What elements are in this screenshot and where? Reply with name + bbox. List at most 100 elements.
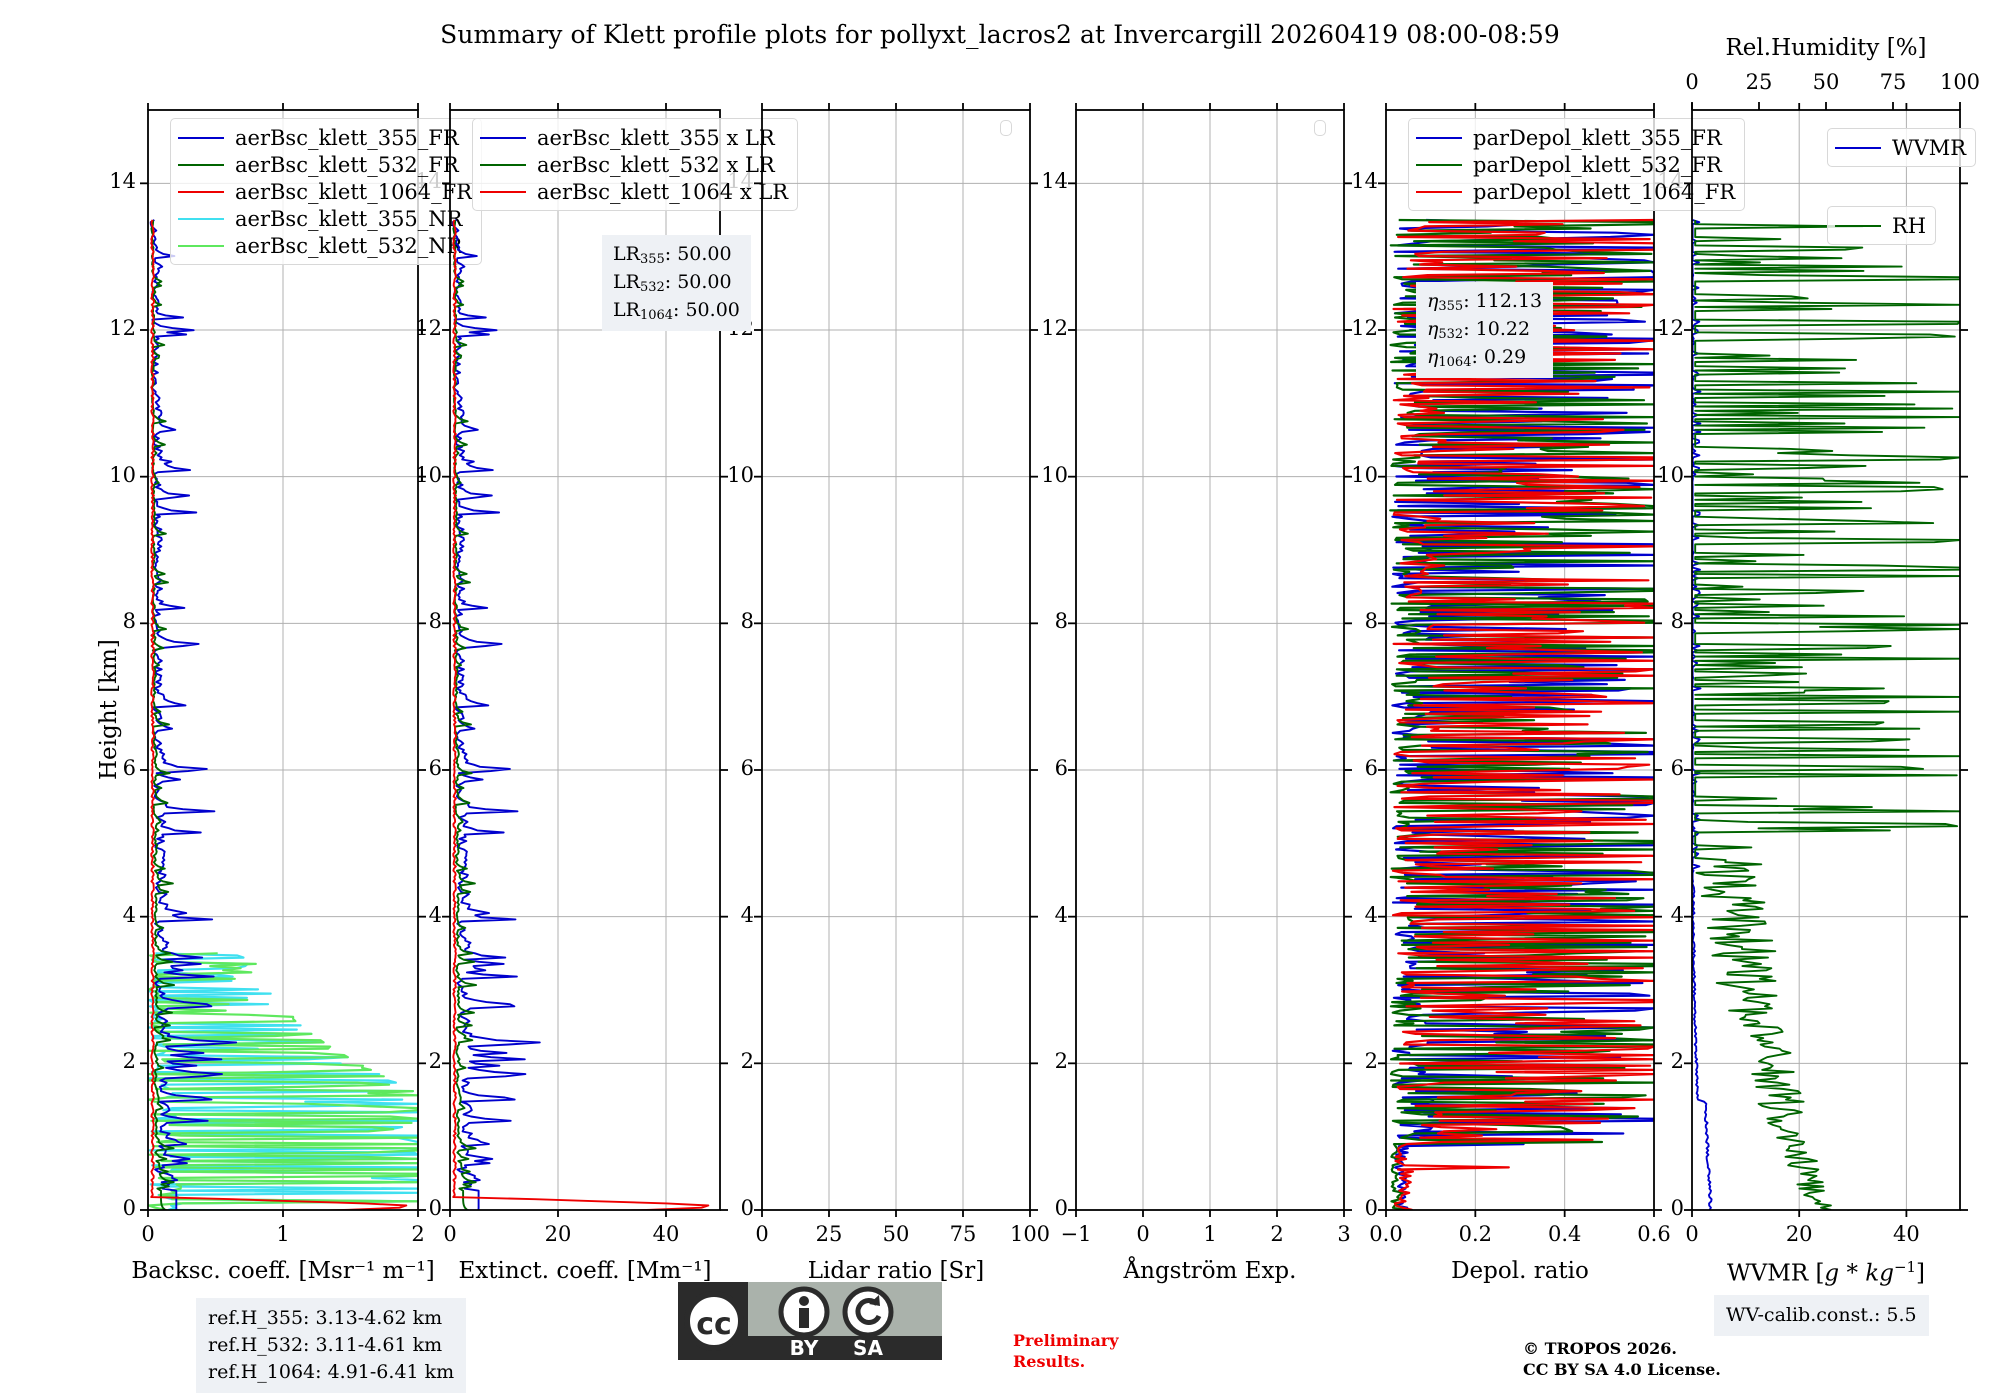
x-tick-label: 20	[1785, 1222, 1813, 1246]
legend-item: aerBsc_klett_355_FR	[178, 124, 472, 151]
x-tick-label: 40	[652, 1222, 680, 1246]
plot-panel-lidar-ratio	[754, 103, 1038, 1217]
legend-item: aerBsc_klett_532_FR	[178, 151, 472, 178]
cc-license-badge[interactable]: cc BY SA	[678, 1282, 942, 1360]
x-tick-label: 0	[141, 1222, 155, 1246]
x-tick-label: 75	[949, 1222, 977, 1246]
legend-item-label: aerBsc_klett_1064 x LR	[537, 179, 789, 204]
y-tick-label: 2	[122, 1049, 136, 1074]
legend-rh[interactable]: RH	[1827, 206, 1937, 245]
data-series-pardepol-klett-1064-fr	[1391, 218, 1654, 1210]
x-axis-label-wvmr-rh: WVMR [g * kg−1]	[1727, 1258, 1925, 1287]
legend-wvmr[interactable]: WVMR	[1827, 128, 1977, 167]
y-tick-label: 2	[428, 1049, 442, 1074]
y-tick-label: 8	[1670, 609, 1684, 634]
x-tick-label: 20	[544, 1222, 572, 1246]
plot-panel-angstrom	[1068, 103, 1352, 1217]
legend-item: WVMR	[1835, 134, 1966, 161]
x-axis-label-lidar-ratio: Lidar ratio [Sr]	[807, 1258, 985, 1284]
legend-item: parDepol_klett_532_FR	[1416, 151, 1735, 178]
cc-sa-label: SA	[853, 1336, 883, 1360]
legend-item-label: aerBsc_klett_355 x LR	[537, 125, 775, 150]
y-tick-label: 6	[1364, 756, 1378, 780]
legend-backscatter[interactable]: aerBsc_klett_355_FR aerBsc_klett_532_FR ae…	[170, 118, 483, 265]
x-axis-label-angstrom: Ångström Exp.	[1123, 1258, 1297, 1284]
legend-item: aerBsc_klett_532 x LR	[480, 151, 788, 178]
data-series-aerbsc-klett-355-fr	[149, 219, 238, 1210]
x-tick-label: 40	[1893, 1222, 1920, 1246]
x-axis-label-depol-ratio: Depol. ratio	[1451, 1258, 1589, 1284]
legend-color-swatch	[480, 190, 526, 193]
info-row: η1064: 0.29	[1427, 345, 1527, 370]
y-tick-label: 12	[1657, 316, 1684, 340]
copyright-line-2: CC BY SA 4.0 License.	[1523, 1359, 1721, 1379]
x-tick-label: −1	[1060, 1222, 1092, 1246]
data-series-aerbsc-klett-1064-fr	[150, 219, 408, 1210]
y-tick-label: 4	[740, 902, 754, 927]
y-tick-label: 4	[122, 902, 136, 927]
cc-badge-svg: cc BY SA	[678, 1282, 942, 1360]
x-tick-label: 0	[443, 1222, 457, 1246]
legend-item: aerBsc_klett_1064 x LR	[480, 178, 788, 205]
y-tick-label: 10	[1657, 462, 1684, 487]
axes-frame	[1385, 109, 1655, 1211]
info-row: LR532: 50.00	[613, 270, 732, 295]
preliminary-line-2: Results.	[1013, 1351, 1086, 1371]
legend-item-label: aerBsc_klett_532_NR	[235, 233, 463, 258]
legend-color-swatch	[1835, 224, 1881, 227]
y-tick-label: 0	[1054, 1196, 1068, 1220]
legend-color-swatch	[480, 136, 526, 139]
legend-item-label: aerBsc_klett_1064_FR	[235, 179, 473, 204]
plot-area-angstrom	[1068, 103, 1352, 1217]
top-x-tick-label: 25	[1745, 70, 1773, 94]
legend-color-swatch	[1416, 136, 1462, 139]
y-tick-label: 6	[122, 756, 136, 780]
info-row: LR355: 50.00	[613, 243, 732, 267]
info-box-depol-ratio: η355: 112.13 η532: 10.22 η1064: 0.29	[1416, 282, 1554, 378]
y-tick-label: 14	[1041, 169, 1068, 194]
legend-item-label: aerBsc_klett_532 x LR	[537, 152, 775, 177]
data-series-aerbsc-klett-355-x-lr	[451, 219, 541, 1210]
legend-item: parDepol_klett_1064_FR	[1416, 178, 1735, 205]
legend-item-label: WVMR	[1892, 135, 1967, 160]
ref-h-532: ref.H_532: 3.11-4.61 km	[208, 1333, 443, 1356]
plot-area-backscatter	[140, 103, 426, 1217]
top-axis-label-rel-humidity: Rel.Humidity [%]	[1725, 35, 1927, 61]
cc-by-label: BY	[790, 1336, 819, 1360]
legend-item-label: parDepol_klett_355_FR	[1473, 125, 1722, 150]
x-tick-label: 100	[1009, 1222, 1051, 1246]
x-tick-label: 1	[276, 1222, 290, 1246]
x-tick-label: 0	[1136, 1222, 1150, 1246]
legend-lidar-ratio[interactable]	[1000, 120, 1012, 136]
top-x-tick-label: 100	[1939, 70, 1981, 94]
y-tick-label: 0	[1670, 1196, 1684, 1220]
wv-calib-box: WV-calib.const.: 5.5	[1714, 1295, 1929, 1336]
top-x-tick-label: 0	[1685, 70, 1699, 94]
legend-angstrom[interactable]	[1314, 120, 1326, 136]
data-series-wvmr	[1692, 219, 1713, 1210]
legend-item-label: aerBsc_klett_532_FR	[235, 152, 459, 177]
legend-color-swatch	[178, 190, 224, 193]
legend-item: aerBsc_klett_355 x LR	[480, 124, 788, 151]
figure-canvas: Summary of Klett profile plots for polly…	[96, 20, 1981, 1393]
y-tick-label: 14	[1351, 169, 1378, 194]
y-tick-label: 2	[1670, 1049, 1684, 1074]
legend-color-swatch	[178, 217, 224, 220]
x-tick-label: 0	[1685, 1222, 1699, 1246]
legend-item-label: RH	[1892, 213, 1927, 238]
y-tick-label: 6	[1054, 756, 1068, 780]
legend-color-swatch	[480, 163, 526, 166]
x-tick-label: 0.2	[1458, 1222, 1493, 1246]
x-tick-label: 2	[1270, 1222, 1284, 1246]
legend-extinction[interactable]: aerBsc_klett_355 x LR aerBsc_klett_532 x …	[472, 118, 799, 211]
x-tick-label: 3	[1337, 1222, 1351, 1246]
y-tick-label: 4	[1054, 902, 1068, 927]
wv-calib-value: WV-calib.const.: 5.5	[1726, 1304, 1917, 1326]
plot-area-wvmr-rh	[1684, 102, 1968, 1217]
y-tick-label: 8	[122, 609, 136, 634]
ref-h-1064: ref.H_1064: 4.91-6.41 km	[208, 1360, 455, 1383]
legend-depol-ratio[interactable]: parDepol_klett_355_FR parDepol_klett_532_…	[1408, 118, 1746, 211]
x-tick-label: 50	[882, 1222, 910, 1246]
legend-color-swatch	[178, 244, 224, 247]
x-axis-label-backscatter: Backsc. coeff. [Msr⁻¹ m⁻¹]	[131, 1258, 435, 1284]
